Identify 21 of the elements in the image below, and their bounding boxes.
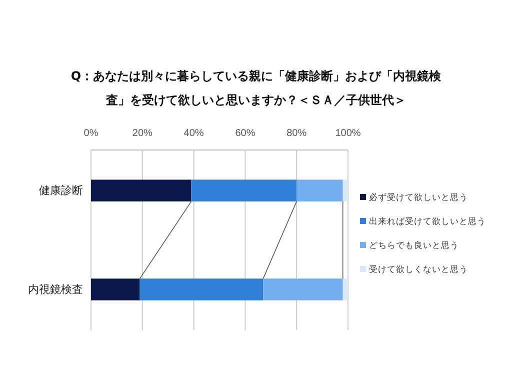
x-tick-label: 20%	[132, 128, 153, 139]
bar	[191, 180, 297, 202]
y-tick-label: 内視鏡検査	[28, 282, 83, 296]
x-tick-label: 0%	[84, 128, 98, 139]
y-tick-label: 健康診断	[39, 184, 83, 198]
legend-label: どちらでも良いと思う	[369, 240, 459, 251]
x-tick-label: 40%	[184, 128, 204, 139]
legend-label: 必ず受けて欲しいと思う	[369, 192, 468, 203]
x-tick-label: 80%	[286, 128, 307, 139]
x-tick-label: 60%	[235, 128, 256, 139]
bar	[342, 180, 348, 202]
bar	[91, 278, 140, 300]
bar	[140, 278, 264, 300]
chart-title: Q：あなたは別々に暮らしている親に「健康診断」および「内視鏡検査」を受けて欲しいと思いますか？＜ＳＡ／子供世代＞	[70, 69, 442, 107]
bar	[342, 278, 348, 300]
bar	[263, 278, 343, 300]
x-tick-label: 100%	[335, 128, 361, 139]
bar	[91, 180, 192, 202]
bar	[296, 180, 343, 202]
legend-label: 出来れば受けて欲しいと思う	[369, 216, 486, 227]
legend-label: 受けて欲しくないと思う	[369, 264, 468, 275]
